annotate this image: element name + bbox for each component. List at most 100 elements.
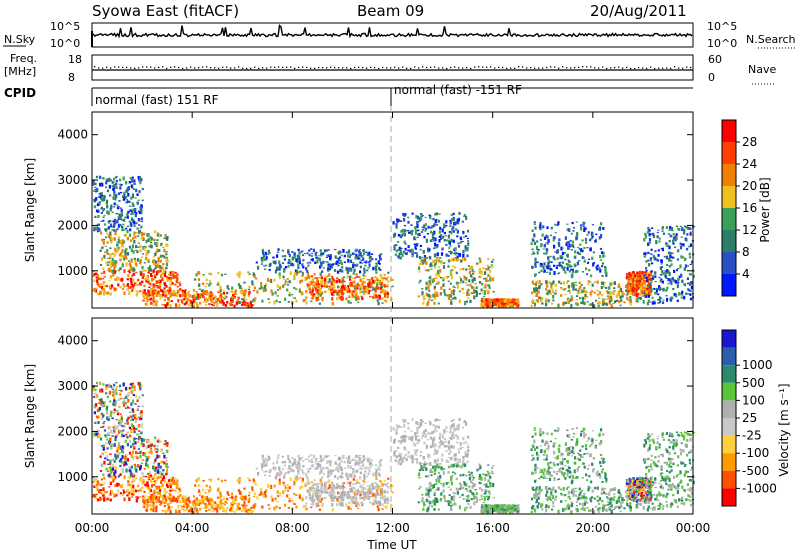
- nave-dot: [258, 68, 259, 69]
- echo-cell: [182, 293, 184, 297]
- echo-cell: [304, 253, 306, 254]
- echo-cell: [157, 440, 159, 442]
- echo-cell: [169, 284, 171, 286]
- echo-cell: [598, 297, 600, 298]
- nave-dot: [658, 68, 659, 69]
- echo-cell: [571, 274, 573, 276]
- echo-cell: [466, 293, 468, 296]
- echo-cell: [586, 234, 588, 235]
- echo-cell: [113, 289, 115, 291]
- echo-cell: [489, 271, 491, 273]
- echo-cell: [157, 491, 159, 494]
- echo-cell: [141, 463, 143, 465]
- echo-cell: [342, 249, 344, 253]
- echo-cell: [564, 259, 566, 261]
- echo-cell: [309, 291, 311, 294]
- nave-dot: [570, 67, 571, 68]
- echo-cell: [453, 289, 455, 292]
- echo-cell: [509, 304, 511, 306]
- echo-cell: [156, 242, 158, 243]
- echo-cell: [423, 296, 425, 298]
- echo-cell: [150, 244, 152, 245]
- echo-cell: [199, 508, 201, 511]
- echo-cell: [532, 238, 534, 241]
- echo-cell: [435, 246, 437, 248]
- echo-cell: [128, 291, 130, 295]
- echo-cell: [460, 260, 462, 263]
- echo-cell: [588, 304, 590, 306]
- echo-cell: [472, 279, 474, 283]
- echo-cell: [657, 232, 659, 233]
- nave-dot: [118, 67, 119, 68]
- echo-cell: [681, 291, 683, 294]
- echo-cell: [588, 269, 590, 271]
- nave-dot: [646, 68, 647, 69]
- echo-cell: [646, 277, 648, 279]
- echo-cell: [129, 206, 131, 207]
- echo-cell: [342, 285, 344, 289]
- echo-cell: [322, 261, 324, 264]
- nave-dot: [602, 66, 603, 67]
- echo-cell: [107, 396, 109, 399]
- echo-cell: [174, 490, 176, 492]
- echo-cell: [227, 285, 229, 289]
- echo-cell: [137, 408, 139, 410]
- echo-cell: [381, 289, 383, 290]
- echo-cell: [269, 263, 271, 266]
- echo-cell: [602, 227, 604, 230]
- echo-cell: [267, 254, 269, 256]
- echo-cell: [177, 492, 179, 493]
- echo-cell: [516, 300, 518, 303]
- nave-dot: [142, 66, 143, 67]
- echo-cell: [192, 501, 194, 504]
- echo-cell: [277, 289, 279, 291]
- echo-cell: [171, 284, 173, 285]
- echo-cell: [576, 222, 578, 223]
- nave-dot: [94, 66, 95, 67]
- echo-cell: [131, 466, 133, 469]
- echo-cell: [119, 259, 121, 261]
- echo-cell: [117, 249, 119, 252]
- echo-cell: [141, 423, 143, 426]
- echo-cell: [220, 294, 222, 296]
- echo-cell: [437, 281, 439, 284]
- echo-cell: [483, 287, 485, 288]
- echo-cell: [178, 304, 180, 307]
- echo-cell: [256, 262, 258, 264]
- nave-dot: [370, 67, 371, 68]
- echo-cell: [324, 249, 326, 252]
- echo-cell: [156, 294, 158, 297]
- echo-cell: [181, 507, 183, 509]
- echo-cell: [590, 247, 592, 251]
- echo-cell: [141, 438, 143, 442]
- echo-cell: [169, 498, 171, 500]
- echo-cell: [472, 273, 474, 275]
- echo-cell: [471, 266, 473, 268]
- nave-dot: [426, 67, 427, 68]
- echo-cell: [629, 274, 631, 277]
- echo-cell: [575, 285, 577, 286]
- echo-cell: [134, 441, 136, 444]
- echo-cell: [111, 229, 113, 231]
- echo-cell: [124, 456, 126, 460]
- echo-cell: [445, 225, 447, 227]
- echo-cell: [426, 282, 428, 286]
- echo-cell: [504, 300, 506, 303]
- echo-cell: [670, 252, 672, 254]
- echo-cell: [136, 434, 138, 436]
- echo-cell: [158, 249, 160, 252]
- echo-cell: [184, 298, 186, 300]
- echo-cell: [464, 276, 466, 280]
- echo-cell: [261, 260, 263, 263]
- echo-cell: [118, 398, 120, 401]
- echo-cell: [603, 285, 605, 288]
- echo-cell: [616, 300, 618, 302]
- echo-cell: [536, 240, 538, 243]
- echo-cell: [341, 297, 343, 300]
- echo-cell: [111, 435, 113, 437]
- echo-cell: [241, 304, 243, 306]
- echo-cell: [102, 278, 104, 279]
- echo-cell: [628, 277, 630, 278]
- echo-cell: [138, 425, 140, 428]
- echo-cell: [101, 445, 103, 447]
